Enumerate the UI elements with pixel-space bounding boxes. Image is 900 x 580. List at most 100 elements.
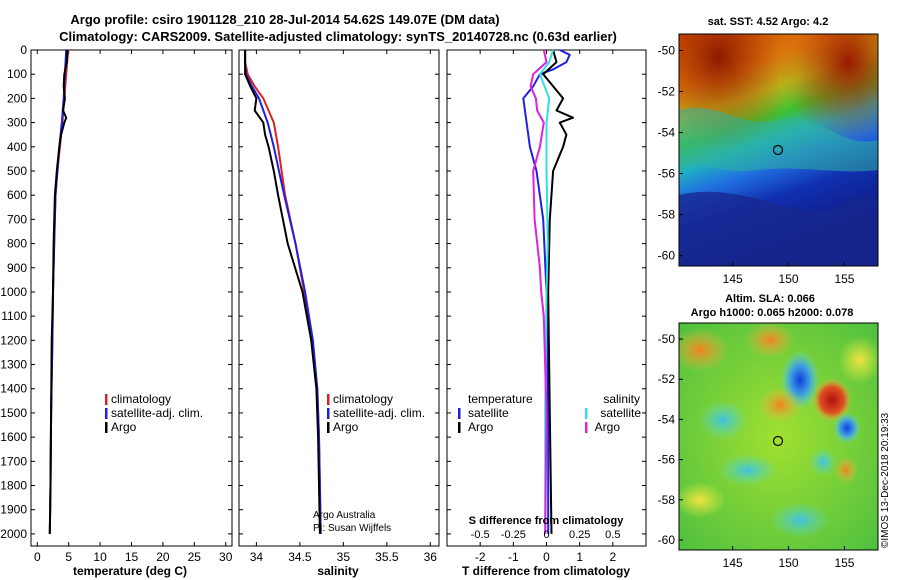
salinity-panel: 34 34.5 35 35.5 36 climatologysatellite-adj. … — [238, 49, 440, 564]
legend-swatch — [105, 408, 108, 419]
x-tick-label: -2 — [475, 550, 486, 564]
depth-tick-label: 900 — [7, 261, 27, 275]
s-diff-tick-label: -0.5 — [471, 529, 490, 541]
sst-map-title: sat. SST: 4.52 Argo: 4.2 — [708, 16, 829, 28]
x-tick-label: 5 — [65, 550, 72, 564]
depth-tick-label: 2000 — [0, 527, 27, 541]
legend-title: salinity — [603, 392, 640, 406]
map-x-tick-label: 155 — [834, 556, 854, 570]
sla-map-frame — [678, 322, 879, 551]
legend-entry: satellite — [468, 406, 509, 420]
legend-swatch — [327, 422, 330, 433]
depth-tick-label: 200 — [7, 91, 27, 105]
x-tick-label: 36 — [424, 550, 438, 564]
map-x-tick-label: 155 — [834, 272, 854, 286]
sla-map-title-line1: Altim. SLA: 0.066 — [725, 293, 815, 305]
figure-title-line2: Climatology: CARS2009. Satellite-adjuste… — [59, 29, 617, 44]
map-y-tick-label: -54 — [658, 412, 676, 426]
x-tick-label: 15 — [125, 550, 139, 564]
s-diff-tick-label: 0.5 — [605, 529, 620, 541]
depth-axis: 0 100 200 300 400 500 600 700 800 900 1000 1100 1200… — [0, 43, 27, 541]
series-line-argo — [244, 50, 321, 534]
x-tick-label: -1 — [508, 550, 519, 564]
map-x-tick-label: 145 — [723, 272, 743, 286]
x-tick-label: 0 — [34, 550, 41, 564]
map-y-tick-label: -50 — [658, 43, 676, 57]
argo-credit-1: Argo Australia — [313, 510, 376, 521]
x-tick-label: 20 — [156, 550, 170, 564]
series-line-satellite-adj-clim- — [244, 50, 322, 534]
legend-entry: climatology — [111, 392, 171, 406]
legend-entry: satellite-adj. clim. — [111, 406, 203, 420]
depth-tick-label: 1400 — [0, 382, 27, 396]
depth-tick-label: 100 — [7, 67, 27, 81]
map-y-tick-label: -56 — [658, 453, 676, 467]
depth-tick-label: 1500 — [0, 406, 27, 420]
difference-panel: -2 -1 0 1 2temperaturesatelliteArgosalinitys… — [446, 49, 647, 564]
depth-tick-label: 1800 — [0, 479, 27, 493]
sla-map-title-line2: Argo h1000: 0.065 h2000: 0.078 — [691, 307, 854, 319]
map-y-tick-label: -60 — [658, 533, 676, 547]
map-y-tick-label: -58 — [658, 208, 676, 222]
panel-frame — [238, 49, 440, 547]
legend-entry: satellite — [600, 406, 641, 420]
depth-tick-label: 600 — [7, 188, 27, 202]
legend-swatch — [458, 408, 461, 419]
depth-tick-label: 1600 — [0, 430, 27, 444]
series-line-salinity-argo — [529, 49, 548, 534]
x-tick-label: 25 — [188, 550, 202, 564]
depth-tick-label: 500 — [7, 164, 27, 178]
legend-entry: Argo — [333, 420, 359, 434]
depth-tick-label: 1200 — [0, 333, 27, 347]
depth-tick-label: 1300 — [0, 358, 27, 372]
x-tick-label: 34.5 — [288, 550, 312, 564]
sst-map — [679, 34, 878, 266]
depth-tick-label: 0 — [20, 43, 27, 57]
depth-tick-label: 1100 — [1, 309, 27, 323]
map-y-tick-label: -56 — [658, 167, 676, 181]
imos-credit: ©IMOS 13-Dec-2018 20:19:33 — [880, 412, 891, 548]
legend-swatch — [105, 394, 108, 405]
x-tick-label: 35 — [337, 550, 351, 564]
legend-swatch — [585, 408, 588, 419]
sst-map-frame — [678, 33, 879, 267]
s-diff-tick-label: 0 — [543, 529, 549, 541]
sst-argo-location-marker — [772, 144, 784, 156]
series-line-climatology — [244, 50, 322, 534]
map-y-tick-label: -58 — [658, 493, 676, 507]
s-diff-tick-label: -0.25 — [501, 529, 526, 541]
depth-tick-label: 400 — [7, 140, 27, 154]
sst-map-axes: 145 150 155 -50 -52 -54 -56 -58 -60 — [658, 43, 855, 286]
depth-tick-label: 1900 — [0, 503, 27, 517]
depth-tick-label: 1700 — [0, 454, 27, 468]
series-line-argo — [48, 49, 69, 534]
depth-tick-label: 700 — [7, 212, 27, 226]
map-y-tick-label: -60 — [658, 249, 676, 263]
depth-tick-label: 300 — [7, 116, 27, 130]
temperature-axis-label: temperature (deg C) — [73, 564, 187, 578]
x-tick-label: 0 — [543, 550, 550, 564]
x-tick-label: 30 — [219, 550, 233, 564]
legend-entry: Argo — [468, 420, 494, 434]
map-y-tick-label: -50 — [658, 332, 676, 346]
depth-tick-label: 1000 — [0, 285, 27, 299]
argo-credit-2: PI: Susan Wijffels — [313, 523, 391, 534]
legend-swatch — [458, 422, 461, 433]
series-line-salinity-satellite — [538, 49, 555, 534]
t-difference-axis-label: T difference from climatology — [462, 564, 630, 578]
legend-swatch — [327, 408, 330, 419]
legend-swatch — [585, 422, 588, 433]
s-difference-axis-label: S difference from climatology — [469, 515, 625, 527]
map-x-tick-label: 150 — [779, 272, 799, 286]
x-tick-label: 10 — [93, 550, 107, 564]
legend-swatch — [327, 394, 330, 405]
sla-map — [679, 323, 878, 550]
map-x-tick-label: 150 — [779, 556, 799, 570]
legend-entry: Argo — [111, 420, 137, 434]
depth-tick-label: 800 — [7, 237, 27, 251]
map-y-tick-label: -52 — [658, 372, 676, 386]
x-tick-label: 35.5 — [375, 550, 399, 564]
legend-entry: Argo — [595, 420, 621, 434]
figure-title-line1: Argo profile: csiro 1901128_210 28-Jul-2… — [70, 12, 499, 27]
